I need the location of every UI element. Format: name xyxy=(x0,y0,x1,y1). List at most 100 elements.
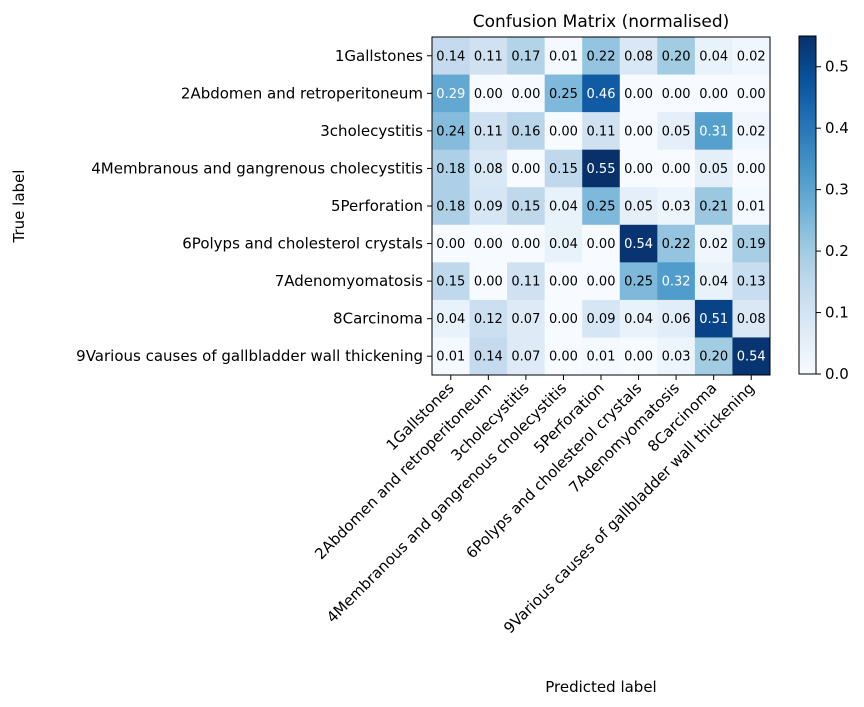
heatmap-cell xyxy=(432,262,471,301)
heatmap-cell xyxy=(582,224,621,263)
heatmap-cell-value: 0.11 xyxy=(511,275,540,290)
heatmap-cell-value: 0.00 xyxy=(662,87,691,102)
heatmap-cell xyxy=(657,224,696,263)
heatmap-cell-value: 0.02 xyxy=(699,237,728,252)
heatmap-cell xyxy=(582,112,621,151)
heatmap-cell-value: 0.25 xyxy=(624,275,653,290)
colorbar-tick-label: 0.0 xyxy=(825,365,849,383)
heatmap-cell xyxy=(582,337,621,376)
heatmap-cell-value: 0.00 xyxy=(511,237,540,252)
heatmap-cell-value: 0.29 xyxy=(436,87,465,102)
heatmap-cell xyxy=(544,149,583,188)
heatmap-cell-value: 0.22 xyxy=(587,49,616,64)
heatmap-cell xyxy=(694,112,733,151)
colorbar-tick-label: 0.5 xyxy=(825,58,849,76)
heatmap-cell xyxy=(619,74,658,113)
colorbar-tick-label: 0.4 xyxy=(825,119,849,137)
heatmap-cell-value: 0.09 xyxy=(587,312,616,327)
heatmap-cell xyxy=(469,299,508,338)
heatmap-cell xyxy=(469,74,508,113)
heatmap-cell xyxy=(469,224,508,263)
heatmap-cell xyxy=(507,224,546,263)
heatmap-cell xyxy=(732,187,771,226)
heatmap-cell xyxy=(507,262,546,301)
heatmap-cell xyxy=(657,74,696,113)
heatmap-cell xyxy=(469,149,508,188)
heatmap-cell xyxy=(694,37,733,76)
heatmap-cell-value: 0.04 xyxy=(624,312,653,327)
heatmap-cell-value: 0.11 xyxy=(474,124,503,139)
heatmap-cell xyxy=(657,262,696,301)
heatmap-cell-value: 0.01 xyxy=(549,49,578,64)
heatmap-cell-value: 0.12 xyxy=(474,312,503,327)
y-tick-label: 5Perforation xyxy=(331,197,423,215)
heatmap-cell-value: 0.07 xyxy=(511,350,540,365)
heatmap-cell-value: 0.15 xyxy=(511,200,540,215)
y-tick-label: 7Adenomyomatosis xyxy=(275,272,423,290)
heatmap-cell xyxy=(432,187,471,226)
heatmap-cell-value: 0.00 xyxy=(662,162,691,177)
heatmap-cell xyxy=(507,337,546,376)
heatmap-cell xyxy=(582,299,621,338)
heatmap-cell xyxy=(507,299,546,338)
heatmap-cell xyxy=(732,74,771,113)
heatmap-cell xyxy=(544,187,583,226)
heatmap-cell-value: 0.03 xyxy=(662,200,691,215)
heatmap-cell xyxy=(732,112,771,151)
heatmap-cell-value: 0.18 xyxy=(436,162,465,177)
heatmap-cell xyxy=(694,337,733,376)
y-tick-label: 4Membranous and gangrenous cholecystitis xyxy=(91,159,423,177)
heatmap-cell xyxy=(544,112,583,151)
heatmap-cell xyxy=(582,187,621,226)
heatmap-cell xyxy=(657,149,696,188)
heatmap-cell-value: 0.01 xyxy=(587,350,616,365)
y-tick-label: 6Polyps and cholesterol crystals xyxy=(182,235,423,253)
colorbar-tick-label: 0.2 xyxy=(825,242,849,260)
colorbar xyxy=(798,35,817,375)
heatmap-cell-value: 0.25 xyxy=(587,200,616,215)
x-axis-label: Predicted label xyxy=(545,678,656,696)
heatmap-cell xyxy=(432,112,471,151)
heatmap-cell xyxy=(507,187,546,226)
heatmap-cell xyxy=(544,37,583,76)
heatmap-cell-value: 0.04 xyxy=(436,312,465,327)
y-tick-label: 3cholecystitis xyxy=(320,122,423,140)
heatmap-cell-value: 0.00 xyxy=(737,87,766,102)
heatmap-cell xyxy=(582,262,621,301)
heatmap-cell-value: 0.54 xyxy=(624,237,653,252)
heatmap-cell xyxy=(544,337,583,376)
heatmap-cell xyxy=(657,187,696,226)
y-tick-label: 1Gallstones xyxy=(335,47,423,65)
heatmap-cell-value: 0.05 xyxy=(699,162,728,177)
heatmap-cell xyxy=(507,74,546,113)
heatmap-cell-value: 0.00 xyxy=(549,124,578,139)
heatmap-cell xyxy=(582,37,621,76)
heatmap-cells xyxy=(432,37,771,376)
chart-title: Confusion Matrix (normalised) xyxy=(473,12,730,32)
heatmap-cell-value: 0.03 xyxy=(662,350,691,365)
heatmap-cell xyxy=(544,74,583,113)
heatmap-cell xyxy=(544,224,583,263)
heatmap-cell-value: 0.11 xyxy=(474,49,503,64)
heatmap-cell-value: 0.00 xyxy=(624,124,653,139)
heatmap-cell-value: 0.04 xyxy=(699,49,728,64)
heatmap-cell-value: 0.20 xyxy=(662,49,691,64)
y-axis-ticks: 1Gallstones 2Abdomen and retroperitoneum 3… xyxy=(76,47,432,365)
heatmap-cell-value: 0.08 xyxy=(624,49,653,64)
y-axis-label: True label xyxy=(10,170,28,244)
heatmap-cell-value: 0.00 xyxy=(549,312,578,327)
heatmap-cell xyxy=(694,262,733,301)
colorbar-tick-label: 0.1 xyxy=(825,304,849,322)
heatmap-cell xyxy=(619,299,658,338)
colorbar-tick-label: 0.3 xyxy=(825,181,849,199)
heatmap-cell-value: 0.21 xyxy=(699,200,728,215)
heatmap-cell-value: 0.00 xyxy=(474,275,503,290)
heatmap-cell xyxy=(582,74,621,113)
heatmap-cell-value: 0.00 xyxy=(549,350,578,365)
heatmap-cell xyxy=(694,187,733,226)
heatmap-cell xyxy=(469,337,508,376)
heatmap-cell xyxy=(732,224,771,263)
heatmap-cell xyxy=(544,299,583,338)
heatmap-cell-value: 0.17 xyxy=(511,49,540,64)
heatmap-cell-value: 0.19 xyxy=(737,237,766,252)
